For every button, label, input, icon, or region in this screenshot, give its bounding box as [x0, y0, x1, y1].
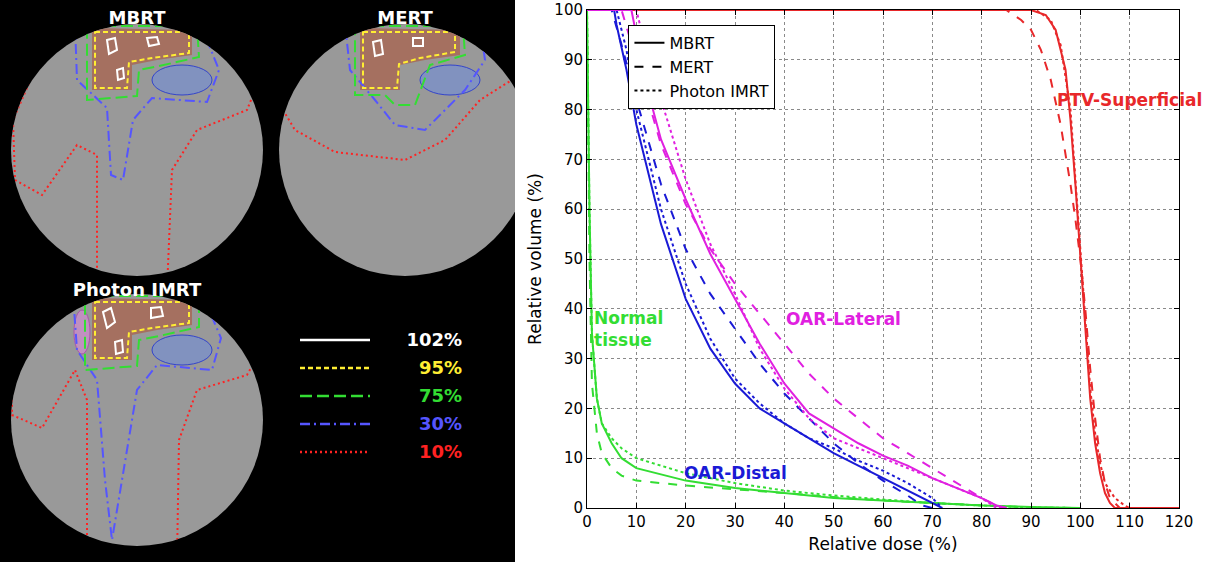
svg-text:10: 10	[627, 513, 646, 531]
svg-text:Photon IMRT: Photon IMRT	[73, 279, 202, 300]
svg-text:75%: 75%	[419, 385, 462, 406]
svg-text:MERT: MERT	[377, 7, 433, 28]
svg-text:0: 0	[573, 499, 583, 517]
svg-text:50: 50	[564, 250, 583, 268]
svg-text:30: 30	[725, 513, 744, 531]
svg-text:120: 120	[1165, 513, 1194, 531]
svg-text:OAR-Lateral: OAR-Lateral	[786, 309, 901, 329]
svg-text:MBRT: MBRT	[109, 7, 167, 28]
svg-text:100: 100	[554, 1, 583, 19]
svg-text:90: 90	[564, 51, 583, 69]
svg-text:Relative dose (%): Relative dose (%)	[808, 534, 957, 554]
svg-text:10%: 10%	[419, 441, 462, 462]
svg-text:OAR-Distal: OAR-Distal	[684, 463, 787, 483]
svg-text:40: 40	[564, 300, 583, 318]
svg-text:90: 90	[1021, 513, 1040, 531]
svg-text:40: 40	[775, 513, 794, 531]
svg-text:Photon IMRT: Photon IMRT	[669, 82, 768, 101]
svg-text:0: 0	[582, 513, 592, 531]
svg-text:80: 80	[972, 513, 991, 531]
svg-text:10: 10	[564, 449, 583, 467]
svg-text:70: 70	[923, 513, 942, 531]
svg-text:PTV-Superficial: PTV-Superficial	[1057, 90, 1202, 110]
svg-text:30: 30	[564, 350, 583, 368]
svg-text:60: 60	[564, 200, 583, 218]
svg-text:Relative volume (%): Relative volume (%)	[525, 173, 545, 345]
svg-text:102%: 102%	[406, 329, 462, 350]
svg-text:110: 110	[1115, 513, 1144, 531]
svg-text:MERT: MERT	[669, 58, 713, 77]
svg-text:60: 60	[873, 513, 892, 531]
svg-text:30%: 30%	[419, 413, 462, 434]
svg-text:80: 80	[564, 101, 583, 119]
svg-text:70: 70	[564, 151, 583, 169]
svg-text:Normaltissue: Normaltissue	[594, 308, 663, 350]
svg-text:50: 50	[824, 513, 843, 531]
svg-text:100: 100	[1066, 513, 1095, 531]
svg-text:95%: 95%	[419, 357, 462, 378]
svg-text:MBRT: MBRT	[669, 34, 714, 53]
svg-text:20: 20	[564, 400, 583, 418]
svg-text:20: 20	[676, 513, 695, 531]
